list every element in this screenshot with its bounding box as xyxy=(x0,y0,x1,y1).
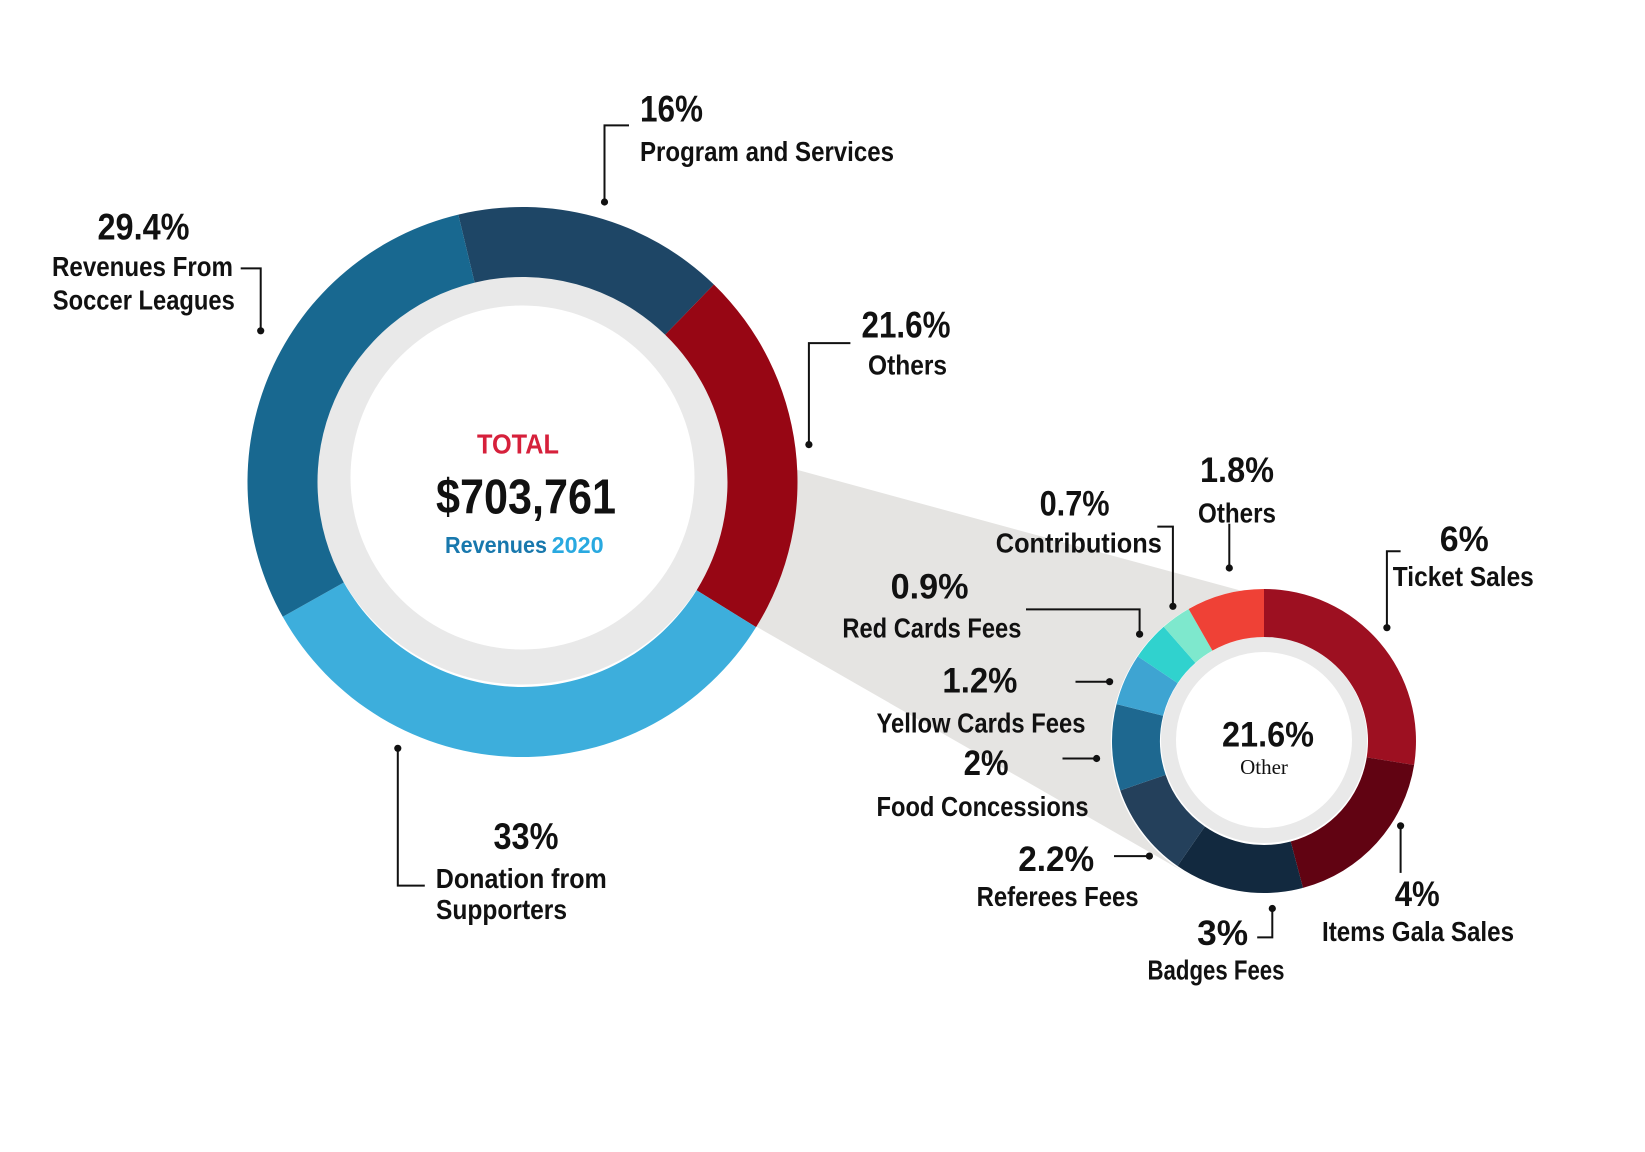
svg-text:29.4%: 29.4% xyxy=(98,207,190,248)
svg-text:21.6%: 21.6% xyxy=(1222,716,1314,755)
svg-text:Other: Other xyxy=(1240,755,1288,779)
svg-text:Others: Others xyxy=(868,350,947,381)
svg-text:Soccer Leagues: Soccer Leagues xyxy=(53,285,235,316)
svg-text:3%: 3% xyxy=(1197,914,1248,953)
svg-text:Supporters: Supporters xyxy=(436,894,567,925)
svg-text:Program and Services: Program and Services xyxy=(640,136,894,167)
svg-text:Ticket Sales: Ticket Sales xyxy=(1393,561,1534,592)
svg-text:2.2%: 2.2% xyxy=(1018,840,1094,879)
svg-text:Food Concessions: Food Concessions xyxy=(877,791,1089,822)
svg-text:Revenues From: Revenues From xyxy=(52,251,233,282)
svg-text:Donation from: Donation from xyxy=(436,863,607,894)
svg-text:16%: 16% xyxy=(640,89,703,130)
svg-text:$703,761: $703,761 xyxy=(436,471,616,525)
svg-text:0.7%: 0.7% xyxy=(1040,485,1110,524)
svg-text:Red Cards Fees: Red Cards Fees xyxy=(842,612,1021,643)
svg-text:21.6%: 21.6% xyxy=(862,305,951,346)
svg-text:33%: 33% xyxy=(494,816,559,857)
svg-text:4%: 4% xyxy=(1395,875,1440,914)
svg-text:Contributions: Contributions xyxy=(996,528,1162,559)
svg-text:2%: 2% xyxy=(964,744,1009,783)
svg-text:0.9%: 0.9% xyxy=(891,568,969,607)
svg-text:Items Gala Sales: Items Gala Sales xyxy=(1322,916,1514,947)
svg-text:1.8%: 1.8% xyxy=(1200,451,1274,490)
svg-text:1.2%: 1.2% xyxy=(942,662,1017,701)
svg-text:Badges Fees: Badges Fees xyxy=(1148,955,1285,986)
svg-text:Referees Fees: Referees Fees xyxy=(977,881,1139,912)
svg-text:Others: Others xyxy=(1198,498,1276,529)
svg-text:6%: 6% xyxy=(1440,520,1489,559)
svg-text:Yellow Cards Fees: Yellow Cards Fees xyxy=(877,708,1086,739)
svg-text:TOTAL: TOTAL xyxy=(477,429,559,460)
